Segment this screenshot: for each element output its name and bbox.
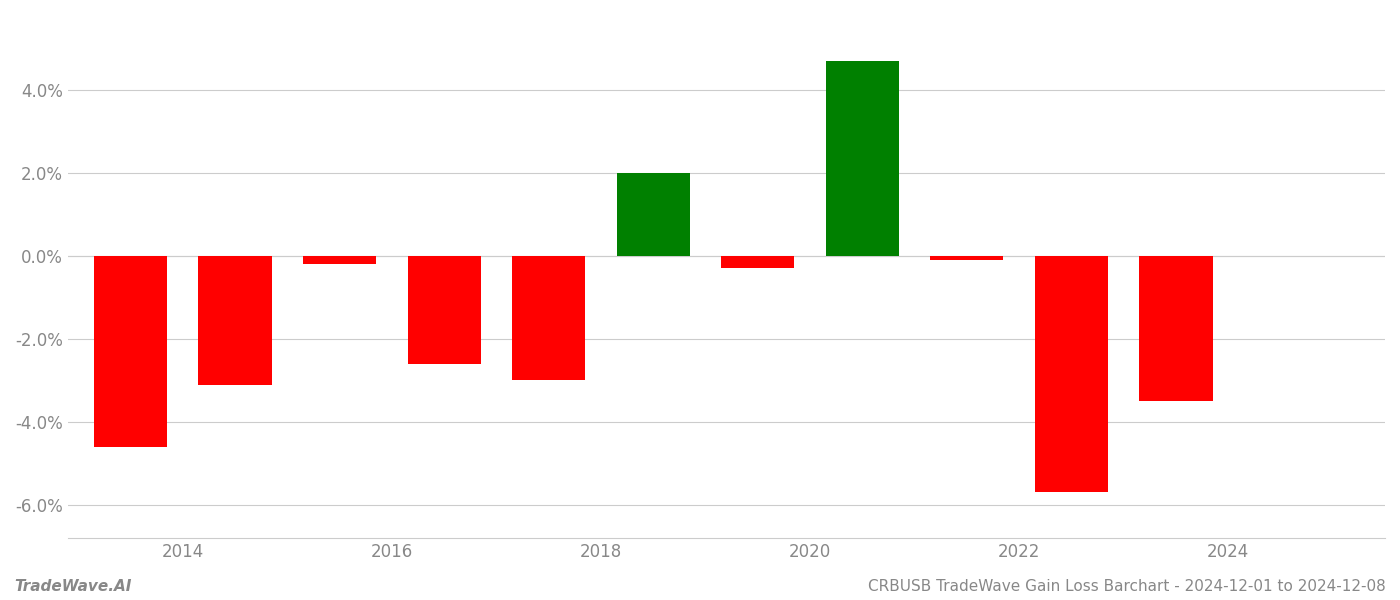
Bar (1035, 256, 1107, 493)
Bar (302, 256, 377, 264)
Bar (1140, 256, 1212, 401)
Bar (616, 173, 690, 256)
Bar (721, 256, 794, 268)
Text: CRBUSB TradeWave Gain Loss Barchart - 2024-12-01 to 2024-12-08: CRBUSB TradeWave Gain Loss Barchart - 20… (868, 579, 1386, 594)
Bar (199, 256, 272, 385)
Bar (94, 256, 167, 447)
Bar (512, 256, 585, 380)
Bar (407, 256, 480, 364)
Bar (930, 256, 1004, 260)
Bar (826, 61, 899, 256)
Text: TradeWave.AI: TradeWave.AI (14, 579, 132, 594)
